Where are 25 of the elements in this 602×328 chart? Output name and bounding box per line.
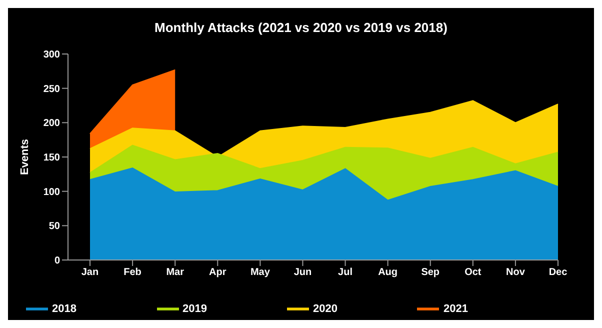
x-tick-label: Jun [294,267,312,278]
x-tick-label: Aug [378,267,398,278]
y-tick-label: 150 [43,152,60,164]
x-tick-label: Oct [464,267,482,278]
x-tick-label: Apr [209,267,226,278]
x-tick-label: May [250,267,270,278]
y-tick-label: 100 [43,186,60,198]
x-tick-label: Mar [166,267,184,278]
x-tick-label: Jul [338,267,353,278]
legend-label: 2021 [443,302,468,315]
y-tick-label: 250 [43,84,60,95]
legend-label: 2020 [313,302,338,315]
y-tick-label: 300 [43,50,60,61]
y-tick-label: 200 [43,118,60,130]
x-tick-label: Dec [548,267,568,278]
chart-title: Monthly Attacks (2021 vs 2020 vs 2019 vs 2018) [154,19,448,37]
y-axis-title: Events [18,138,31,176]
y-tick-label: 0 [54,256,60,267]
legend-label: 2018 [52,302,77,315]
x-tick-label: Sep [421,267,440,278]
y-tick-label: 50 [48,221,60,232]
x-tick-label: Jan [81,267,99,278]
legend-label: 2019 [182,302,207,315]
x-tick-label: Nov [506,267,526,278]
x-tick-label: Feb [124,267,142,278]
